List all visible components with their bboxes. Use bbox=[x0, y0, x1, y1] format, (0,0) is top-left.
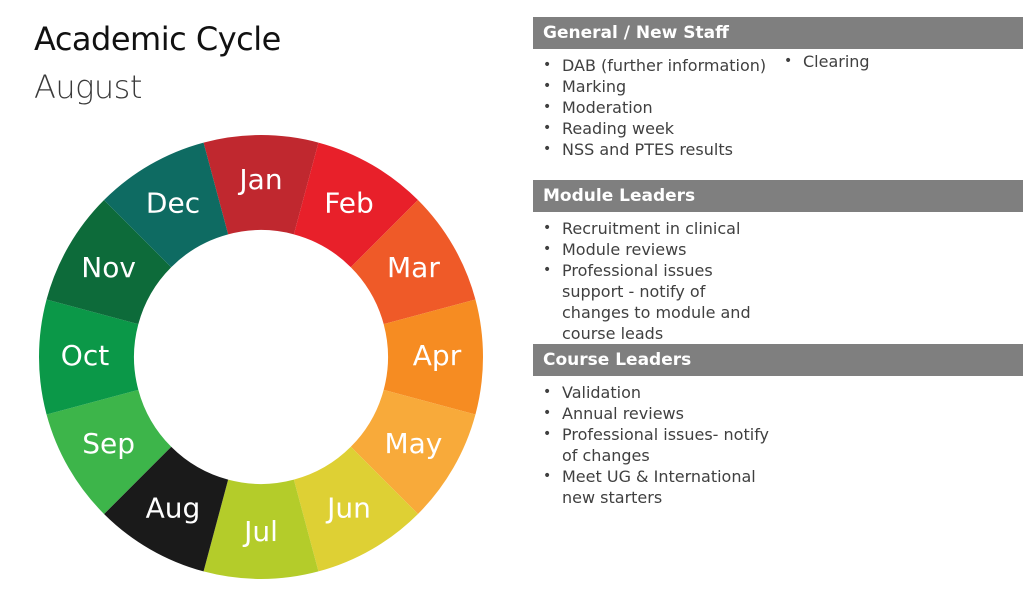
course-item-list: ValidationAnnual reviewsProfessional iss… bbox=[533, 382, 773, 508]
month-segment-jun bbox=[293, 446, 418, 572]
list-item: NSS and PTES results bbox=[533, 139, 773, 160]
month-segment-may bbox=[350, 389, 476, 514]
list-item: Clearing bbox=[774, 51, 1014, 72]
page-subtitle: August bbox=[34, 68, 142, 106]
list-item: Validation bbox=[533, 382, 773, 403]
month-label-nov: Nov bbox=[81, 251, 136, 284]
list-item: Professional issues support - notify of … bbox=[533, 260, 773, 344]
month-segment-aug bbox=[104, 446, 229, 572]
month-label-dec: Dec bbox=[146, 187, 200, 220]
list-item: DAB (further information) bbox=[533, 55, 773, 76]
list-item: Marking bbox=[533, 76, 773, 97]
list-item: Module reviews bbox=[533, 239, 773, 260]
list-item: Reading week bbox=[533, 118, 773, 139]
page-title: Academic Cycle bbox=[34, 20, 281, 58]
section-general-new-staff: General / New Staff DAB (further informa… bbox=[533, 17, 1023, 160]
module-item-list: Recruitment in clinicalModule reviewsPro… bbox=[533, 218, 773, 344]
section-body-course: ValidationAnnual reviewsProfessional iss… bbox=[533, 376, 1023, 508]
month-segment-mar bbox=[350, 200, 476, 325]
month-label-apr: Apr bbox=[413, 339, 462, 372]
month-segment-sep bbox=[46, 389, 172, 514]
general-item-list-col2: Clearing bbox=[774, 51, 1014, 72]
list-item: Professional issues- notify of changes bbox=[533, 424, 773, 466]
month-segment-apr bbox=[383, 299, 483, 415]
section-module-leaders: Module Leaders Recruitment in clinicalMo… bbox=[533, 180, 1023, 344]
section-body-general: DAB (further information)MarkingModerati… bbox=[533, 49, 1023, 160]
month-segment-oct bbox=[39, 299, 139, 415]
month-label-mar: Mar bbox=[387, 251, 440, 284]
section-course-leaders: Course Leaders ValidationAnnual reviewsP… bbox=[533, 344, 1023, 508]
section-header-module: Module Leaders bbox=[533, 180, 1023, 212]
month-segment-nov bbox=[46, 200, 172, 325]
month-label-feb: Feb bbox=[324, 187, 374, 220]
section-header-general: General / New Staff bbox=[533, 17, 1023, 49]
month-label-jul: Jul bbox=[242, 515, 278, 548]
list-item: Meet UG & International new starters bbox=[533, 466, 773, 508]
month-label-may: May bbox=[384, 427, 442, 460]
list-item: Recruitment in clinical bbox=[533, 218, 773, 239]
section-header-course: Course Leaders bbox=[533, 344, 1023, 376]
month-segment-dec bbox=[104, 142, 229, 268]
month-label-jun: Jun bbox=[325, 491, 371, 524]
month-segment-jul bbox=[203, 479, 319, 579]
month-segment-jan bbox=[203, 135, 319, 235]
list-item: Annual reviews bbox=[533, 403, 773, 424]
general-item-list: DAB (further information)MarkingModerati… bbox=[533, 55, 773, 160]
academic-cycle-wheel: Jan Feb Mar Apr May Jun Jul Aug Sep Oct Nov Dec bbox=[39, 135, 483, 579]
section-body-module: Recruitment in clinicalModule reviewsPro… bbox=[533, 212, 1023, 344]
month-label-oct: Oct bbox=[61, 339, 109, 372]
month-label-sep: Sep bbox=[82, 427, 135, 460]
list-item: Moderation bbox=[533, 97, 773, 118]
month-label-jan: Jan bbox=[237, 163, 282, 196]
month-segment-feb bbox=[293, 142, 418, 268]
month-label-aug: Aug bbox=[146, 491, 201, 524]
